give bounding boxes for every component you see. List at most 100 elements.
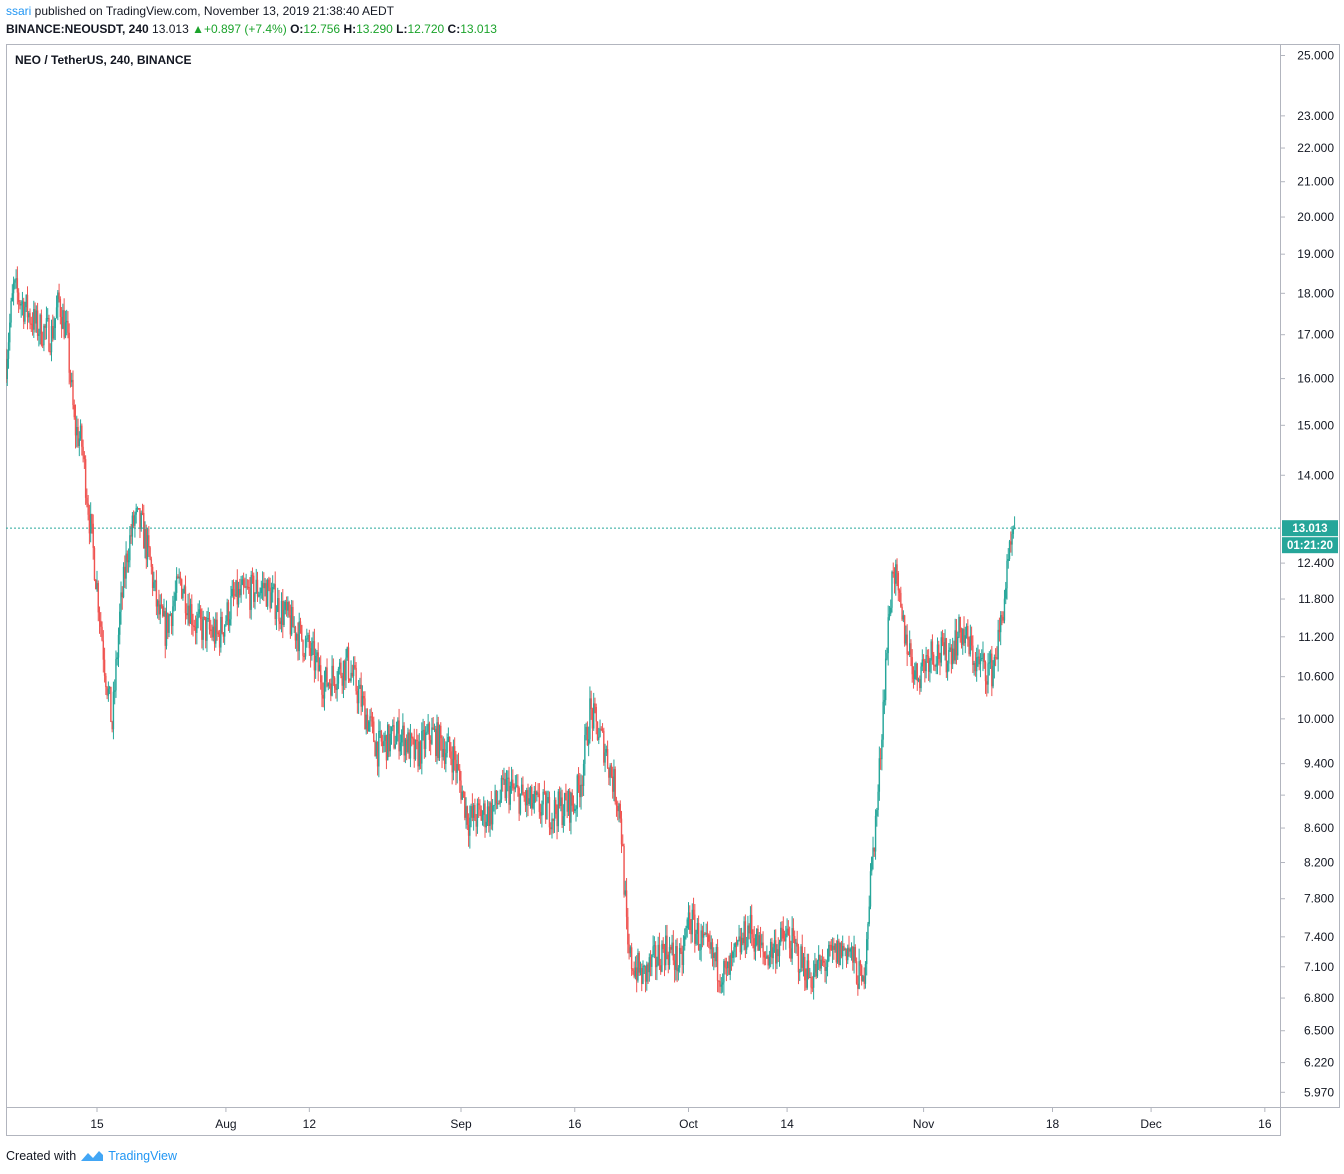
candle-body	[426, 731, 428, 733]
x-tick-label: 16	[1258, 1117, 1272, 1131]
candle-body	[581, 784, 584, 786]
candle-body	[840, 942, 843, 957]
chart-container[interactable]: NEO / TetherUS, 240, BINANCE 25.000 23.00…	[5, 44, 1340, 1136]
candle-body	[542, 791, 544, 805]
candle-body	[867, 923, 869, 940]
candle-body	[323, 681, 326, 699]
candle-body	[206, 619, 208, 641]
candle-body	[724, 961, 726, 968]
candle-body	[431, 727, 433, 744]
candle-body	[93, 547, 96, 581]
candle-body	[320, 665, 322, 683]
candle-body	[299, 621, 302, 625]
candle-body	[786, 928, 788, 934]
y-tick-label: 7.100	[1304, 960, 1334, 974]
x-tick-label: Nov	[913, 1117, 934, 1131]
candle-body	[638, 952, 640, 973]
candle-body	[419, 741, 422, 764]
candle-body	[649, 957, 652, 967]
candle-body	[836, 940, 839, 963]
candle-body	[253, 575, 255, 602]
price-chart[interactable]: NEO / TetherUS, 240, BINANCE 25.000 23.00…	[5, 44, 1340, 1136]
candle-body	[939, 658, 941, 663]
candle-body	[946, 663, 949, 673]
candle-body	[241, 579, 244, 585]
candle-body	[174, 592, 177, 601]
candle-body	[742, 937, 744, 944]
candle-body	[117, 634, 120, 658]
candle-body	[127, 560, 130, 563]
candle-body	[943, 642, 945, 655]
candle-body	[279, 621, 281, 625]
candle-body	[748, 925, 750, 934]
candle-body	[464, 791, 466, 818]
candle-body	[743, 921, 745, 944]
candle-body	[618, 803, 620, 812]
candle-body	[901, 606, 903, 620]
candle-body	[352, 665, 355, 677]
candle-body	[234, 594, 236, 596]
candle-body	[560, 797, 562, 806]
candle-body	[328, 683, 331, 685]
candle-body	[72, 379, 74, 406]
candle-body	[804, 956, 806, 981]
candle-body	[398, 720, 400, 752]
candle-body	[576, 775, 578, 809]
candle-body	[496, 803, 499, 805]
candle-body	[983, 653, 985, 663]
candle-body	[830, 944, 833, 950]
candle-body	[258, 595, 260, 597]
y-tick-label: 25.000	[1297, 48, 1334, 62]
candle-body	[932, 654, 935, 666]
candle-body	[684, 936, 686, 947]
candle-body	[524, 797, 527, 806]
price-axis[interactable]	[1280, 44, 1340, 1108]
candle-body	[532, 803, 534, 809]
candle-body	[953, 648, 955, 661]
candles	[5, 266, 1016, 1000]
candle-body	[800, 946, 802, 972]
candle-body	[120, 592, 122, 612]
candle-body	[788, 935, 791, 949]
candle-body	[601, 728, 604, 731]
candle-body	[409, 733, 412, 759]
candle-body	[86, 497, 88, 504]
candle-body	[151, 566, 154, 588]
candle-body	[692, 909, 695, 915]
candle-body	[728, 961, 730, 975]
candle-body	[682, 946, 685, 965]
candle-body	[963, 629, 965, 644]
candle-body	[107, 688, 110, 696]
candle-body	[45, 318, 48, 328]
candle-body	[179, 576, 182, 580]
candle-body	[643, 965, 645, 967]
candle-body	[208, 617, 211, 630]
candle-body	[40, 314, 43, 345]
candle-body	[910, 643, 912, 658]
candle-body	[211, 631, 213, 638]
candle-body	[938, 644, 940, 659]
candle-body	[89, 514, 92, 534]
candle-body	[162, 606, 164, 617]
candle-body	[680, 947, 682, 952]
candle-body	[416, 739, 418, 742]
author-link[interactable]: ssari	[6, 4, 32, 18]
candle-body	[641, 967, 643, 984]
candle-body	[503, 779, 505, 781]
candle-body	[940, 637, 942, 663]
candle-body	[619, 803, 621, 819]
candle-body	[658, 944, 661, 966]
tradingview-link[interactable]: TradingView	[108, 1149, 177, 1163]
candle-body	[220, 616, 222, 648]
y-tick-label: 21.000	[1297, 175, 1334, 189]
high-label: H:	[343, 22, 357, 36]
time-axis[interactable]	[6, 1107, 1281, 1136]
candle-body	[927, 656, 930, 672]
candle-body	[723, 961, 725, 983]
plot-area[interactable]	[6, 44, 1281, 1108]
candle-body	[402, 725, 404, 735]
candle-body	[275, 611, 278, 619]
candle-body	[903, 615, 906, 644]
y-tick-label: 7.800	[1304, 892, 1334, 906]
x-tick-label: Aug	[215, 1117, 236, 1131]
